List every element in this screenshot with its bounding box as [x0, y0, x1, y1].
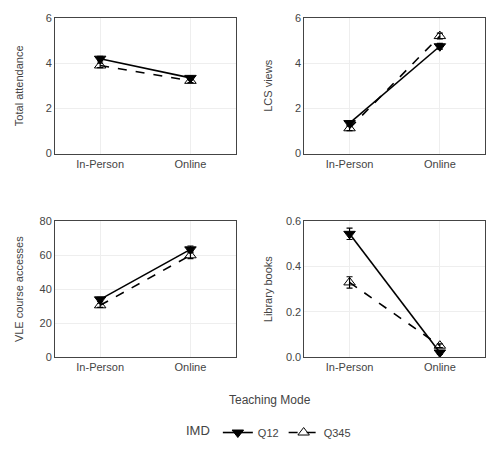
svg-text:Online: Online — [424, 158, 456, 170]
svg-text:In-Person: In-Person — [76, 361, 124, 373]
svg-text:Total attendance: Total attendance — [13, 45, 25, 126]
svg-text:Library books: Library books — [262, 256, 274, 323]
svg-text:VLE course accesses: VLE course accesses — [13, 236, 25, 342]
svg-text:0.6: 0.6 — [286, 215, 301, 227]
svg-text:Online: Online — [175, 158, 207, 170]
svg-text:0: 0 — [46, 147, 52, 159]
svg-text:40: 40 — [40, 283, 52, 295]
svg-text:0.4: 0.4 — [286, 260, 301, 272]
svg-text:20: 20 — [40, 317, 52, 329]
svg-text:0: 0 — [46, 351, 52, 363]
svg-text:6: 6 — [46, 12, 52, 24]
svg-text:Q345: Q345 — [324, 427, 351, 439]
svg-text:In-Person: In-Person — [326, 361, 374, 373]
svg-text:80: 80 — [40, 215, 52, 227]
svg-text:2: 2 — [46, 102, 52, 114]
svg-text:4: 4 — [295, 57, 301, 69]
svg-text:Q12: Q12 — [258, 427, 279, 439]
svg-text:LCS views: LCS views — [262, 59, 274, 111]
svg-text:0.2: 0.2 — [286, 306, 301, 318]
svg-text:6: 6 — [295, 12, 301, 24]
svg-text:In-Person: In-Person — [326, 158, 374, 170]
svg-text:60: 60 — [40, 249, 52, 261]
svg-text:Online: Online — [175, 361, 207, 373]
svg-text:0: 0 — [295, 147, 301, 159]
svg-text:0.0: 0.0 — [286, 351, 301, 363]
svg-text:Teaching Mode: Teaching Mode — [229, 393, 311, 407]
svg-text:Online: Online — [424, 361, 456, 373]
svg-text:IMD: IMD — [186, 423, 210, 438]
svg-text:4: 4 — [46, 57, 52, 69]
svg-text:In-Person: In-Person — [76, 158, 124, 170]
svg-text:2: 2 — [295, 102, 301, 114]
